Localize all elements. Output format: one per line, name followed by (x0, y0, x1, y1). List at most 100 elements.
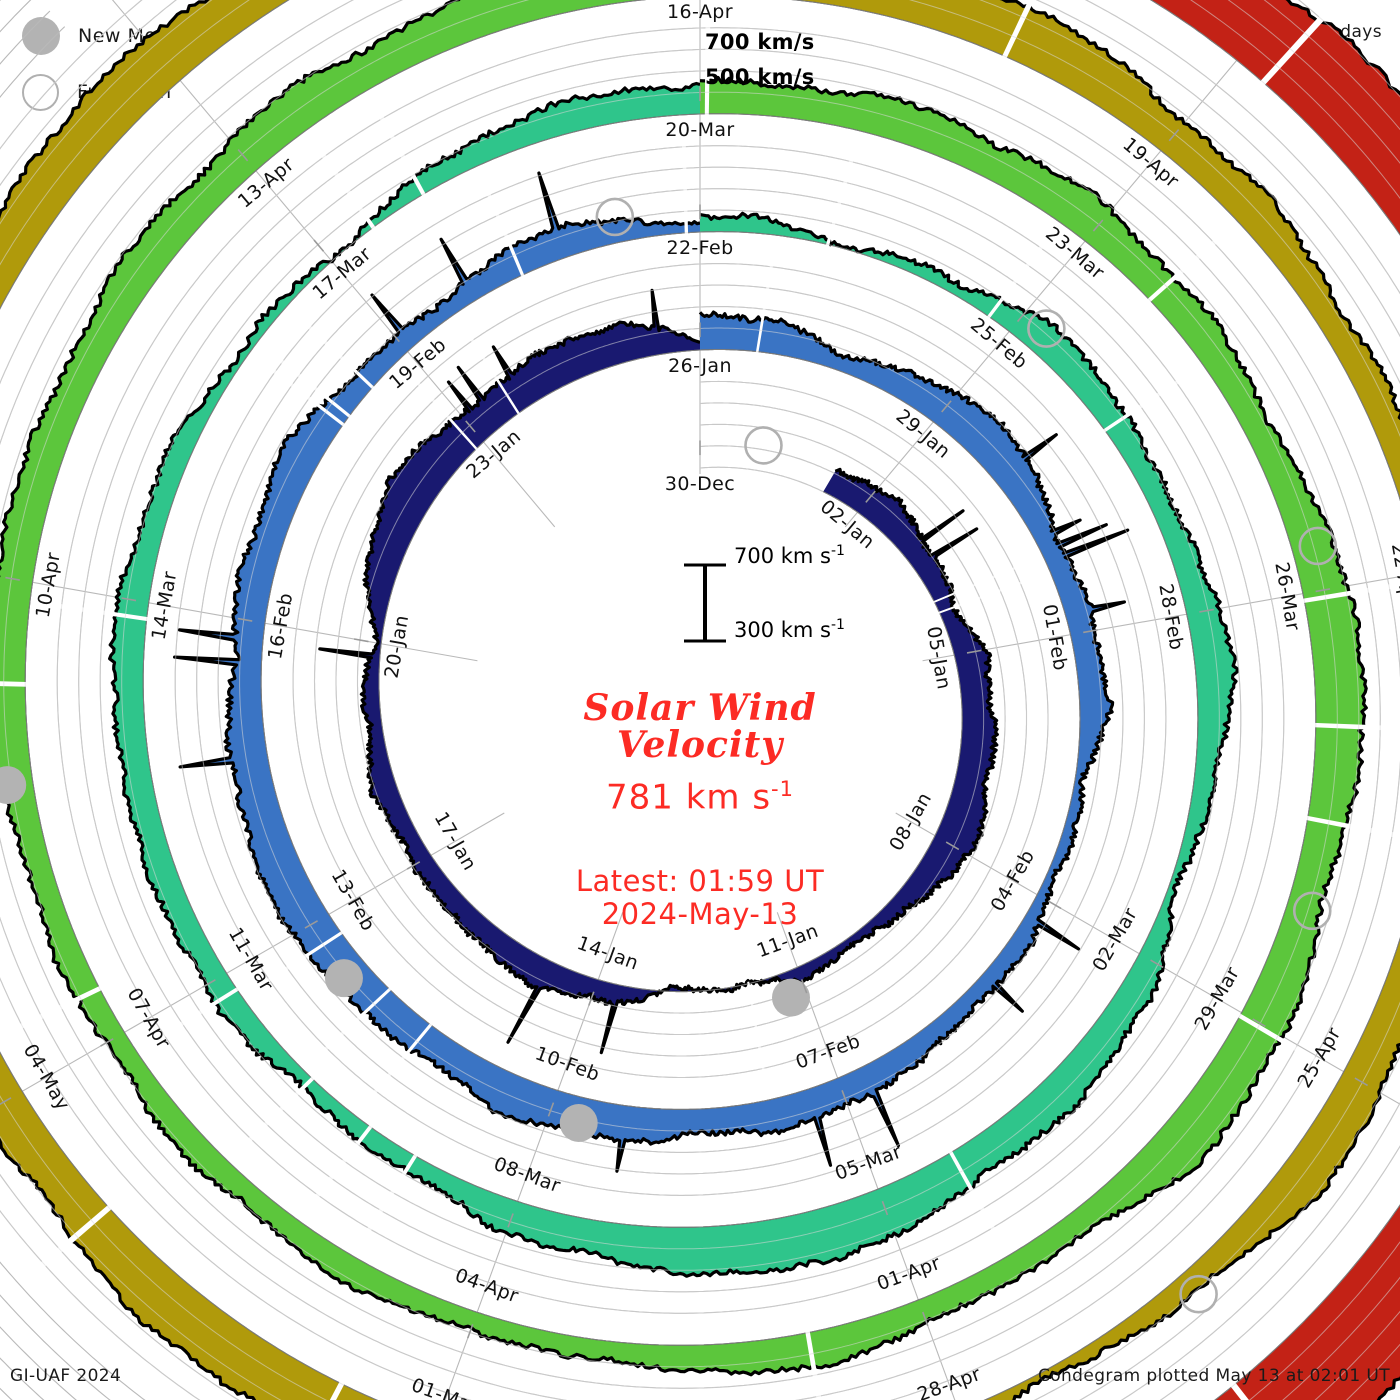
new-moon-marker (559, 1103, 598, 1142)
gridline-arc-overlay (292, 263, 1049, 1078)
date-tick-mark (237, 149, 249, 162)
data-gap (137, 986, 240, 1053)
turn-envelope (318, 288, 999, 1055)
date-tick-label: 22-Feb (666, 237, 733, 259)
data-gap (1230, 1381, 1249, 1400)
gridline-arc (174, 145, 1167, 1196)
data-gap (1102, 364, 1203, 433)
date-tick-label: 10-Apr (32, 551, 65, 620)
date-tick-mark (547, 1102, 555, 1117)
latest-date: 2024-May-13 (601, 896, 799, 931)
date-tick-mark (313, 239, 325, 252)
moon-markers (0, 197, 1338, 1314)
full-moon-marker (744, 426, 783, 465)
date-tick-mark (507, 1213, 514, 1228)
data-gap (986, 222, 1061, 320)
date-tick-mark (800, 979, 808, 994)
date-tick-mark (941, 400, 952, 413)
gridline-arc-overlay (174, 145, 1167, 1196)
data-gap (287, 305, 375, 390)
footer-credit: GI-UAF 2024 (10, 1366, 122, 1386)
new-moon-marker (771, 978, 810, 1017)
date-tick-mark (945, 841, 960, 851)
date-tick-mark (1092, 219, 1104, 232)
data-gap (242, 930, 344, 998)
spoke-line (0, 812, 505, 1105)
date-tick-mark (465, 420, 476, 433)
date-tick-mark (588, 991, 595, 1006)
full-moon-marker (1298, 526, 1338, 566)
current-value-exp: -1 (771, 776, 794, 801)
data-gap (250, 352, 346, 427)
gridline-arc-overlay (99, 70, 1242, 1271)
date-tick-label: 04-Apr (452, 1264, 521, 1307)
data-gap (476, 167, 525, 278)
data-gap (227, 1076, 316, 1162)
gridline-label-500: 500 km/s (705, 65, 815, 89)
spoke-line (0, 576, 478, 662)
data-gap (365, 91, 427, 197)
data-gap (1001, 0, 1035, 59)
date-tick-label: 16-Feb (264, 591, 297, 661)
data-gap (825, 132, 862, 247)
gridline-arc-overlay (217, 188, 1124, 1153)
date-tick-label: 01-Apr (874, 1252, 943, 1295)
data-gap (1146, 221, 1238, 303)
gridline-arc-overlay (335, 306, 1006, 1035)
data-gap (303, 987, 393, 1070)
latest-time: Latest: 01:59 UT (575, 864, 825, 899)
gridline-arc-overlay (196, 167, 1145, 1175)
data-gap (31, 599, 149, 622)
chart-title: Solar Wind Velocity (400, 687, 1000, 767)
date-tick-mark (881, 1200, 889, 1216)
date-tick-mark (966, 649, 982, 654)
data-gap (351, 1153, 418, 1256)
data-gap (0, 681, 28, 687)
data-gap (1313, 722, 1400, 732)
gridline-arc-overlay (56, 27, 1285, 1314)
data-gap (305, 130, 376, 231)
gridline-label-700: 700 km/s (705, 30, 815, 54)
gridline-arc-overlay (78, 49, 1263, 1293)
date-tick-mark (922, 1311, 929, 1327)
data-gap (747, 981, 770, 1099)
spoke-line (444, 912, 624, 1400)
scalebar-glyph (684, 563, 726, 643)
scalebar-bottom-text: 300 km s (734, 618, 831, 642)
gridline-arc-overlay (260, 231, 1081, 1110)
chart-title-line2: Velocity (616, 724, 784, 767)
full-moon-marker (1179, 1274, 1218, 1314)
date-tick-label: 16-Apr (667, 1, 733, 23)
scalebar-top-exp: -1 (831, 543, 845, 559)
center-title-block: Solar Wind Velocity 781 km s-1 Latest: 0… (400, 687, 1000, 931)
current-value-text: 781 km s (606, 777, 772, 818)
chart-title-line1: Solar Wind (583, 687, 817, 729)
turn-envelope (108, 81, 1239, 1278)
date-tick-mark (389, 329, 400, 343)
radial-scalebar: 700 km s-1 300 km s-1 (672, 543, 972, 665)
date-tick-mark (1168, 129, 1180, 142)
date-tick-mark (466, 1324, 474, 1339)
data-gap (398, 361, 479, 452)
date-tick-mark (1315, 588, 1331, 593)
date-tick-label: 07-Feb (793, 1030, 864, 1074)
data-gap (932, 555, 1042, 604)
scalebar-bottom-exp: -1 (831, 617, 845, 633)
data-gap (937, 571, 1049, 615)
date-tick-label: 05-Mar (832, 1141, 905, 1185)
footer-plotted: Condegram plotted May 13 at 02:01 UT (1037, 1366, 1390, 1386)
gridline-arc-overlay (1150, 0, 1400, 1400)
date-tick-mark (1016, 309, 1028, 323)
spoke-line (776, 912, 956, 1400)
date-tick-label: 08-Mar (491, 1153, 564, 1197)
data-gap (297, 1124, 374, 1221)
data-gap (948, 1149, 1009, 1256)
